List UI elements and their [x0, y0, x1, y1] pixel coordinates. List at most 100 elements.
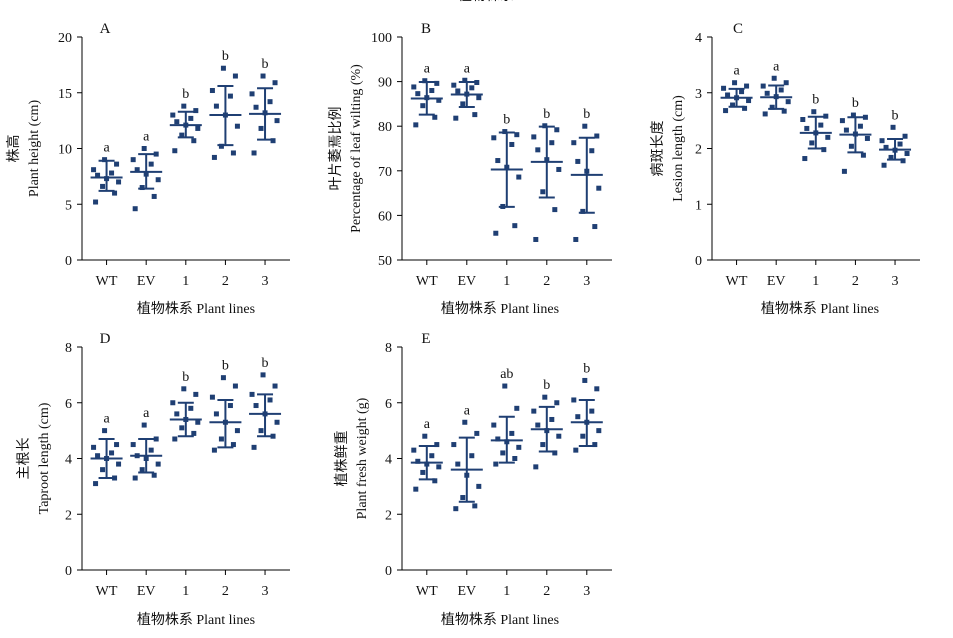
data-point — [220, 375, 226, 381]
x-axis-title: 植物株系 Plant lines — [458, 0, 576, 4]
y-axis-title-en: Percentage of leaf wilting (%) — [349, 64, 364, 233]
data-point — [209, 88, 215, 94]
significance-letter: b — [583, 107, 590, 122]
data-point — [213, 103, 219, 109]
data-point — [413, 486, 419, 492]
data-point — [218, 436, 224, 442]
significance-letter: a — [464, 61, 471, 76]
series-3: b — [570, 107, 603, 242]
significance-letter: b — [583, 361, 590, 376]
data-point — [594, 386, 600, 392]
data-point — [902, 133, 908, 139]
data-point — [857, 123, 863, 129]
data-point — [897, 141, 903, 147]
data-point — [472, 503, 478, 509]
data-point — [455, 88, 461, 94]
data-point — [411, 84, 417, 90]
data-point — [802, 156, 808, 162]
x-tick-label: EV — [767, 274, 786, 289]
data-point — [535, 422, 541, 428]
data-point — [469, 85, 475, 91]
data-point — [771, 75, 777, 81]
significance-letter: b — [543, 378, 550, 393]
data-point — [172, 148, 178, 154]
x-tick-label: EV — [137, 274, 156, 289]
x-tick-label: 1 — [503, 274, 510, 289]
y-axis-title-en: Plant height (cm) — [27, 100, 42, 198]
data-point — [549, 140, 555, 146]
significance-letter: b — [262, 57, 269, 72]
significance-letter: ab — [500, 367, 513, 382]
data-point — [781, 108, 787, 114]
series-1: b — [169, 87, 202, 154]
data-point — [434, 442, 440, 448]
data-point — [436, 464, 442, 470]
data-point — [556, 166, 562, 172]
data-point — [864, 135, 870, 141]
data-point — [170, 112, 176, 118]
data-point — [188, 405, 194, 411]
y-tick-label: 0 — [65, 564, 72, 579]
data-point — [762, 111, 768, 117]
data-point — [888, 154, 894, 160]
data-point — [179, 132, 185, 138]
data-point — [253, 403, 259, 409]
data-point — [258, 428, 264, 434]
series-wt: a — [720, 64, 753, 114]
data-point — [860, 152, 866, 158]
data-point — [900, 158, 906, 164]
data-point — [582, 123, 588, 129]
data-point — [472, 112, 478, 118]
data-point — [100, 467, 106, 473]
data-point — [742, 105, 748, 111]
data-point — [474, 430, 480, 436]
data-point — [272, 80, 278, 86]
data-point — [139, 185, 145, 191]
series-3: b — [570, 361, 603, 453]
data-point — [267, 99, 273, 105]
y-tick-label: 90 — [378, 76, 392, 91]
data-point — [114, 161, 120, 167]
x-axis-title: 植物株系 Plant lines — [137, 301, 255, 317]
data-point — [785, 99, 791, 105]
y-tick-label: 0 — [65, 254, 72, 269]
panel-c: 0 1 2 3 4 WT EV 1 2 3 C 病斑长度 Lesion length (cm) a a b b b — [650, 21, 920, 289]
data-point — [879, 138, 885, 144]
data-point — [211, 447, 217, 453]
panel-d: 0 2 4 6 8 WT EV 1 2 3 D 主根长 Taproot length (cm) 植物株系 … — [16, 331, 290, 628]
x-tick-label: 2 — [852, 274, 859, 289]
data-point — [531, 408, 537, 414]
data-point — [429, 88, 435, 94]
significance-letter: b — [543, 107, 550, 122]
significance-letter: a — [103, 412, 110, 427]
data-point — [462, 77, 468, 83]
data-point — [732, 80, 738, 86]
y-tick-label: 70 — [378, 165, 392, 180]
data-point — [232, 383, 238, 389]
data-point — [148, 447, 154, 453]
data-point — [821, 147, 827, 153]
data-point — [227, 93, 233, 99]
panel-a: 0 5 10 15 20 WT EV 1 2 3 A 株高 Plant height (cm) 植物株系 … — [5, 21, 290, 317]
data-point — [274, 419, 280, 425]
y-tick-label: 15 — [58, 87, 72, 102]
y-axis-title-en: Taproot length (cm) — [37, 402, 52, 514]
data-point — [195, 419, 201, 425]
series-1: b — [490, 113, 523, 236]
series-3: b — [879, 108, 912, 168]
data-point — [218, 143, 224, 149]
data-point — [230, 442, 236, 448]
data-point — [502, 383, 508, 389]
significance-letter: b — [852, 96, 859, 111]
data-point — [232, 73, 238, 79]
data-point — [109, 450, 115, 456]
significance-letter: b — [503, 113, 510, 128]
x-tick-label: 2 — [222, 584, 229, 599]
series-ev: a — [760, 59, 793, 117]
y-tick-label: 20 — [58, 31, 72, 46]
data-point — [535, 147, 541, 153]
data-point — [540, 442, 546, 448]
data-point — [500, 450, 506, 456]
significance-letter: a — [143, 406, 150, 421]
series-1: b — [799, 93, 832, 162]
